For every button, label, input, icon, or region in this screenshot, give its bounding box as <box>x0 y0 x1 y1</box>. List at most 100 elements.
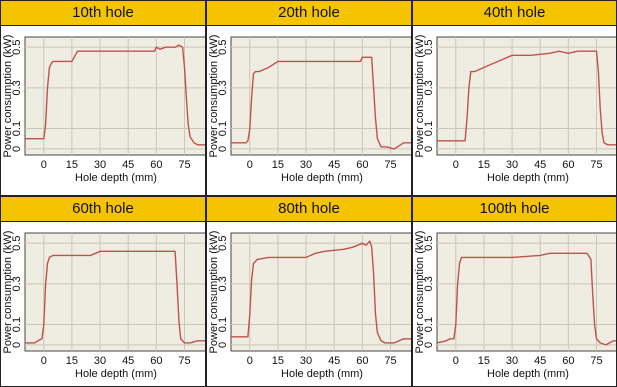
y-tick-label: 0.1 <box>11 121 23 136</box>
y-tick-label: 0.5 <box>11 236 23 251</box>
y-tick-label: 0.1 <box>423 317 435 332</box>
chart-title: 100th hole <box>413 197 616 222</box>
chart-panel-4: 60th hole 0 15 30 45 60 75 0 0.1 0.3 0.5 Hole depth… <box>0 196 206 387</box>
x-tick-label: 0 <box>247 159 253 171</box>
y-tick-label: 0.3 <box>11 276 23 291</box>
x-tick-label: 0 <box>453 159 459 171</box>
x-tick-label: 60 <box>356 159 368 171</box>
x-tick-label: 15 <box>478 355 490 367</box>
chart-title: 10th hole <box>1 1 205 26</box>
x-tick-label: 45 <box>122 355 134 367</box>
plot-area <box>24 232 205 352</box>
chart-plot: 0 15 30 45 60 75 0 0.1 0.3 0.5 Hole depth (mm) Powe… <box>2 35 205 184</box>
x-tick-label: 30 <box>94 159 106 171</box>
y-tick-label: 0.3 <box>217 276 229 291</box>
x-tick-label: 30 <box>300 355 312 367</box>
x-tick-label: 75 <box>384 355 396 367</box>
x-tick-label: 30 <box>506 159 518 171</box>
chart-plot: 0 15 30 45 60 75 0 0.1 0.3 0.5 Hole depth (mm) Powe… <box>208 35 411 184</box>
plot-area <box>230 232 411 352</box>
power-series-line <box>231 56 411 150</box>
y-axis-label: Power consumption (kW) <box>208 231 220 354</box>
x-tick-label: 60 <box>150 355 162 367</box>
chart-title: 60th hole <box>1 197 205 222</box>
chart-plot: 0 15 30 45 60 75 0 0.1 0.3 0.5 Hole depth (mm) Powe… <box>414 35 616 184</box>
x-tick-label: 75 <box>590 159 602 171</box>
chart-panel-1: 10th hole 0 15 30 45 60 75 0 0.1 0.3 0.5 Hole depth… <box>0 0 206 196</box>
y-axis-label: Power consumption (kW) <box>208 35 220 158</box>
x-tick-label: 30 <box>506 355 518 367</box>
y-tick-label: 0.1 <box>217 317 229 332</box>
y-tick-label: 0.1 <box>217 121 229 136</box>
y-axis-label: Power consumption (kW) <box>414 35 426 158</box>
x-tick-label: 75 <box>384 159 396 171</box>
y-tick-label: 0.5 <box>217 236 229 251</box>
plot-area <box>230 36 411 156</box>
chart-plot: 0 15 30 45 60 75 0 0.1 0.3 0.5 Hole depth (mm) Powe… <box>2 231 205 380</box>
x-axis-label: Hole depth (mm) <box>75 172 157 184</box>
chart-plot: 0 15 30 45 60 75 0 0.1 0.3 0.5 Hole depth (mm) Powe… <box>208 231 411 380</box>
y-axis-label: Power consumption (kW) <box>2 35 14 158</box>
chart-panel-3: 40th hole 0 15 30 45 60 75 0 0.1 0.3 0.5 Hole depth… <box>412 0 617 196</box>
plot-area <box>436 232 616 352</box>
plot-area <box>24 36 205 156</box>
x-tick-label: 0 <box>453 355 459 367</box>
y-tick-label: 0.5 <box>217 40 229 55</box>
x-tick-label: 60 <box>150 159 162 171</box>
x-axis-label: Hole depth (mm) <box>487 368 569 380</box>
x-tick-label: 45 <box>328 159 340 171</box>
plot-area <box>436 36 616 156</box>
y-tick-label: 0.5 <box>423 40 435 55</box>
x-tick-label: 75 <box>590 355 602 367</box>
x-tick-label: 60 <box>562 159 574 171</box>
x-axis-label: Hole depth (mm) <box>281 172 363 184</box>
y-tick-label: 0.3 <box>11 80 23 95</box>
x-tick-label: 15 <box>272 355 284 367</box>
y-tick-label: 0 <box>423 146 435 152</box>
x-tick-label: 75 <box>178 159 190 171</box>
y-tick-label: 0.1 <box>423 121 435 136</box>
chart-panel-2: 20th hole 0 15 30 45 60 75 0 0.1 0.3 0.5 Hole depth… <box>206 0 412 196</box>
y-axis-label: Power consumption (kW) <box>414 231 426 354</box>
x-tick-label: 75 <box>178 355 190 367</box>
y-tick-label: 0.3 <box>423 276 435 291</box>
x-tick-label: 45 <box>534 159 546 171</box>
power-series-line <box>437 50 616 146</box>
chart-title: 20th hole <box>207 1 411 26</box>
chart-panel-6: 100th hole 0 15 30 45 60 75 0 0.1 0.3 0.5 Hole dept… <box>412 196 617 387</box>
y-axis-label: Power consumption (kW) <box>2 231 14 354</box>
y-tick-label: 0 <box>423 342 435 348</box>
y-tick-label: 0.1 <box>11 317 23 332</box>
x-tick-label: 15 <box>66 159 78 171</box>
x-tick-label: 45 <box>328 355 340 367</box>
x-tick-label: 60 <box>356 355 368 367</box>
x-tick-label: 0 <box>247 355 253 367</box>
y-tick-label: 0.3 <box>423 80 435 95</box>
y-tick-label: 0 <box>11 342 23 348</box>
x-tick-label: 30 <box>94 355 106 367</box>
chart-plot: 0 15 30 45 60 75 0 0.1 0.3 0.5 Hole depth (mm) Powe… <box>414 231 616 380</box>
y-tick-label: 0 <box>217 146 229 152</box>
x-tick-label: 15 <box>478 159 490 171</box>
power-series-line <box>231 240 411 344</box>
x-tick-label: 15 <box>272 159 284 171</box>
chart-title: 80th hole <box>207 197 411 222</box>
chart-title: 40th hole <box>413 1 616 26</box>
x-tick-label: 30 <box>300 159 312 171</box>
y-tick-label: 0 <box>217 342 229 348</box>
power-series-line <box>436 252 616 346</box>
x-axis-label: Hole depth (mm) <box>281 368 363 380</box>
x-axis-label: Hole depth (mm) <box>75 368 157 380</box>
y-tick-label: 0.5 <box>11 40 23 55</box>
x-tick-label: 45 <box>534 355 546 367</box>
y-tick-label: 0 <box>11 146 23 152</box>
chart-panel-5: 80th hole 0 15 30 45 60 75 0 0.1 0.3 0.5 Hole depth… <box>206 196 412 387</box>
power-series-line <box>25 250 205 344</box>
x-axis-label: Hole depth (mm) <box>487 172 569 184</box>
x-tick-label: 60 <box>562 355 574 367</box>
x-tick-label: 45 <box>122 159 134 171</box>
y-tick-label: 0.5 <box>423 236 435 251</box>
x-tick-label: 0 <box>41 355 47 367</box>
y-tick-label: 0.3 <box>217 80 229 95</box>
power-series-line <box>25 44 205 146</box>
